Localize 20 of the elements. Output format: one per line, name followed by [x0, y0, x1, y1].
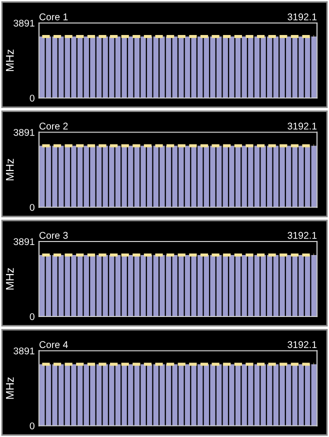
chart-subtitle: 3192.1 — [288, 13, 317, 20]
y-tick-label: 0 — [30, 313, 34, 320]
y-tick-label: 0 — [30, 94, 34, 102]
chart-title: Core 2 — [39, 122, 68, 130]
y-axis-title: MHz — [6, 377, 14, 399]
chart-title: Core 4 — [39, 341, 68, 348]
y-tick-label: 0 — [30, 422, 34, 430]
chart-subtitle: 3192.1 — [288, 122, 317, 130]
chart-title: Core 3 — [39, 232, 68, 239]
y-tick-label: 3891 — [14, 238, 34, 246]
y-axis-title: MHz — [6, 50, 14, 72]
y-tick-label: 0 — [30, 204, 34, 211]
y-axis-title: MHz — [6, 268, 14, 290]
chart-subtitle: 3192.1 — [288, 341, 317, 348]
chart-title: Core 1 — [39, 13, 68, 20]
chart-subtitle: 3192.1 — [288, 232, 317, 239]
y-tick-label: 3891 — [14, 128, 34, 136]
y-tick-label: 3891 — [14, 347, 34, 354]
y-tick-label: 3891 — [14, 20, 34, 27]
y-axis-title: MHz — [6, 158, 14, 180]
